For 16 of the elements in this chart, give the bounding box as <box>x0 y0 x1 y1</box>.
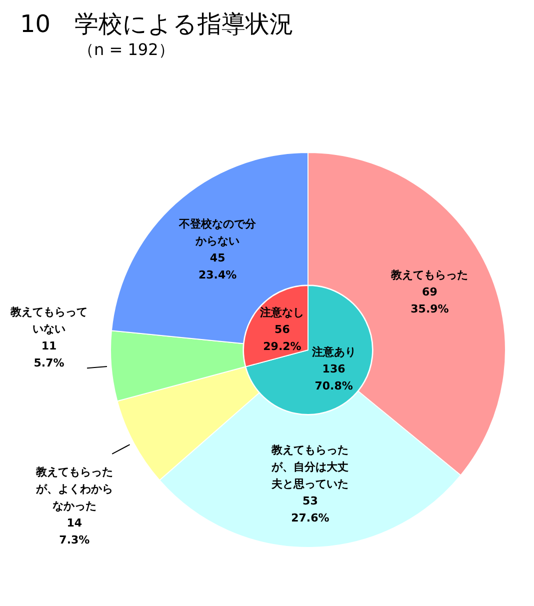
slice-label: 教えてもらったが、よくわからなかった <box>34 465 113 512</box>
data-label: 45 23.4% <box>198 252 237 282</box>
data-label: 14 7.3% <box>59 516 90 546</box>
chart-title: 10 学校による指導状況 <box>20 9 294 40</box>
data-label: 11 5.7% <box>34 339 64 370</box>
chart-subtitle: （n = 192） <box>78 40 174 61</box>
data-label: 53 27.6% <box>291 494 330 524</box>
slice-label: 不登校なので分からない <box>178 218 258 248</box>
slice-label: 注意あり <box>310 346 356 359</box>
slice-label: 教えてもらっていない <box>9 305 88 336</box>
data-label: 136 70.8% <box>314 362 353 393</box>
slice-label: 注意なし <box>259 306 304 320</box>
data-label: 69 35.9% <box>410 285 449 316</box>
slice-label: 教えてもらった <box>390 268 468 282</box>
slice-label: 教えてもらったが、自分は大丈夫と思っていた <box>270 443 349 490</box>
data-label: 56 29.2% <box>263 323 302 354</box>
